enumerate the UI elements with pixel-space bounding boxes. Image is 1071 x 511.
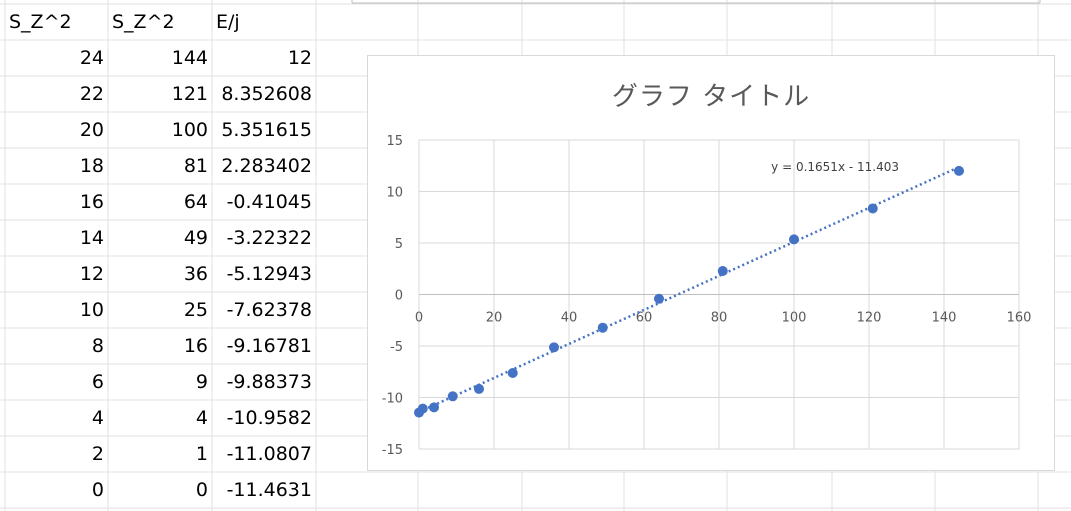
data-cell-r11-c2[interactable]: 9	[195, 371, 208, 393]
data-cell-r8-c3[interactable]: -5.12943	[226, 263, 312, 285]
data-cell-r9-c1[interactable]: 10	[79, 299, 104, 321]
data-cell-r6-c1[interactable]: 16	[79, 191, 104, 213]
data-point[interactable]	[717, 265, 728, 276]
y-tick-label: -10	[382, 392, 403, 407]
header-cell-c[interactable]: E/j	[216, 11, 240, 33]
data-point[interactable]	[549, 342, 559, 353]
data-cell-r8-c1[interactable]: 12	[79, 263, 104, 285]
data-cell-r4-c3[interactable]: 5.351615	[221, 119, 312, 141]
data-point[interactable]	[789, 234, 799, 245]
data-cell-r11-c1[interactable]: 6	[91, 371, 104, 393]
data-cell-r3-c3[interactable]: 8.352608	[221, 83, 312, 105]
data-cell-r4-c1[interactable]: 20	[79, 119, 104, 141]
data-cell-r13-c1[interactable]: 2	[91, 443, 104, 465]
data-point[interactable]	[414, 407, 424, 418]
data-cell-r3-c2[interactable]: 121	[171, 83, 208, 105]
y-tick-label: 0	[395, 289, 403, 304]
x-tick-label: 20	[486, 311, 503, 326]
data-cell-r14-c3[interactable]: -11.4631	[226, 479, 312, 501]
data-cell-r8-c2[interactable]: 36	[183, 263, 208, 285]
data-cell-r4-c2[interactable]: 100	[171, 119, 208, 141]
data-point[interactable]	[507, 368, 518, 379]
data-cell-r9-c2[interactable]: 25	[183, 299, 208, 321]
data-cell-r11-c3[interactable]: -9.88373	[226, 371, 312, 393]
x-tick-label: 40	[561, 311, 578, 326]
x-tick-label: 160	[1007, 311, 1032, 326]
data-point[interactable]	[447, 391, 458, 402]
data-cell-r7-c3[interactable]: -3.22322	[226, 227, 312, 249]
y-tick-label: 10	[386, 186, 403, 201]
data-cell-r6-c3[interactable]: -0.41045	[226, 191, 312, 213]
trendline[interactable]	[418, 165, 960, 414]
data-cell-r2-c3[interactable]: 12	[287, 47, 312, 69]
data-cell-r3-c1[interactable]: 22	[79, 83, 104, 105]
data-cell-r2-c2[interactable]: 144	[171, 47, 208, 69]
data-cell-r7-c2[interactable]: 49	[183, 227, 208, 249]
data-cell-r12-c1[interactable]: 4	[91, 407, 104, 429]
data-cell-r12-c3[interactable]: -10.9582	[226, 407, 312, 429]
chart-title[interactable]: グラフ タイトル	[611, 82, 811, 112]
chart-plot-area: 0 20 40 60 80 100 120 140 160 15 10 5 0 -5 -10 -15 y = 0…	[382, 134, 1032, 458]
data-cell-r5-c2[interactable]: 81	[183, 155, 208, 177]
data-point[interactable]	[597, 322, 608, 333]
data-cell-r13-c3[interactable]: -11.0807	[226, 443, 312, 465]
data-cell-r5-c3[interactable]: 2.283402	[221, 155, 312, 177]
data-point[interactable]	[474, 383, 484, 394]
trendline-equation[interactable]: y = 0.1651x - 11.403	[771, 160, 899, 174]
data-cell-r10-c1[interactable]: 8	[91, 335, 104, 357]
data-cell-r9-c3[interactable]: -7.62378	[226, 299, 312, 321]
data-cell-r13-c2[interactable]: 1	[195, 443, 208, 465]
data-point[interactable]	[654, 293, 664, 304]
data-cell-r14-c1[interactable]: 0	[91, 479, 104, 501]
data-cell-r2-c1[interactable]: 24	[79, 47, 104, 69]
data-point[interactable]	[429, 402, 439, 413]
scatter-chart[interactable]: グラフ タイトル 0 20 40 60 80 100 120 140 160 15 10 5 0 -5 -1…	[367, 55, 1055, 471]
data-point[interactable]	[954, 165, 964, 176]
x-tick-label: 80	[711, 311, 728, 326]
data-cell-r6-c2[interactable]: 64	[183, 191, 208, 213]
data-cell-r14-c2[interactable]: 0	[195, 479, 208, 501]
x-tick-label: 60	[636, 311, 653, 326]
header-cell-b[interactable]: S_Z^2	[112, 11, 175, 33]
data-cell-r10-c3[interactable]: -9.16781	[226, 335, 312, 357]
y-tick-label: -15	[382, 443, 403, 458]
data-point[interactable]	[867, 203, 878, 214]
data-cell-r7-c1[interactable]: 14	[79, 227, 104, 249]
x-tick-label: 100	[782, 311, 807, 326]
header-cell-a[interactable]: S_Z^2	[9, 11, 72, 33]
x-tick-label: 120	[857, 311, 882, 326]
y-tick-label: 15	[386, 134, 403, 149]
x-tick-label: 140	[932, 311, 957, 326]
x-tick-label: 0	[415, 311, 423, 326]
data-cell-r5-c1[interactable]: 18	[79, 155, 104, 177]
data-cell-r10-c2[interactable]: 16	[183, 335, 208, 357]
data-cell-r12-c2[interactable]: 4	[195, 407, 208, 429]
y-tick-label: -5	[390, 340, 403, 355]
y-tick-label: 5	[395, 237, 403, 252]
